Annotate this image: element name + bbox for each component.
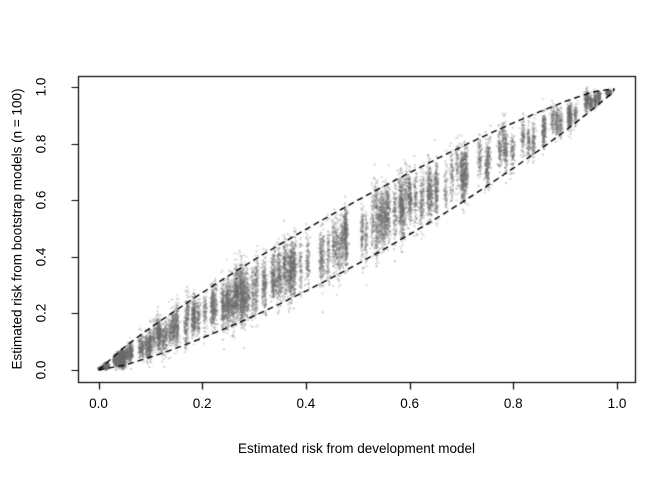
y-tick-label: 0.0	[33, 360, 49, 380]
y-tick-label: 0.6	[33, 190, 49, 210]
y-tick-label: 1.0	[33, 77, 49, 97]
y-tick-label: 0.8	[33, 134, 49, 153]
x-tick-label: 0.4	[296, 396, 316, 411]
y-tick-label: 0.4	[33, 247, 49, 267]
x-tick-label: 1.0	[607, 396, 627, 411]
y-axis-title: Estimated risk from bootstrap models (n …	[9, 88, 25, 370]
x-axis-title: Estimated risk from development model	[237, 441, 476, 456]
y-tick-label: 0.2	[33, 304, 49, 323]
x-tick-label: 0.8	[503, 396, 523, 411]
x-tick-label: 0.0	[89, 396, 108, 411]
x-tick-label: 0.2	[192, 396, 212, 411]
x-tick-label: 0.6	[400, 396, 419, 411]
